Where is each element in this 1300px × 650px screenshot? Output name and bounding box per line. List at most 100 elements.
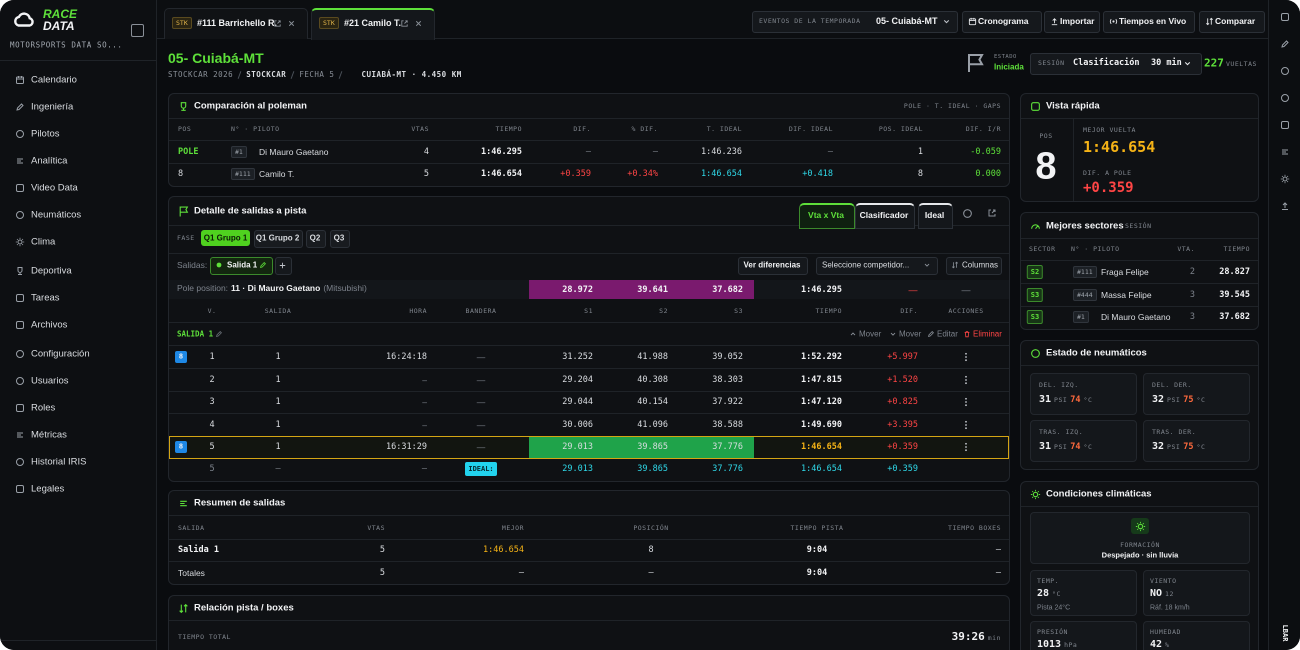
nav-item[interactable]: Historial IRIS bbox=[31, 456, 87, 468]
nav-item[interactable]: Roles bbox=[31, 402, 56, 414]
collapse-button[interactable] bbox=[131, 24, 144, 37]
ideal-cell: — bbox=[275, 464, 281, 474]
tyre-label: TRAS. IZQ. bbox=[1039, 428, 1084, 436]
nav-item[interactable]: Analítica bbox=[31, 155, 68, 167]
nav-item[interactable]: Usuarios bbox=[31, 375, 69, 387]
phase-button[interactable] bbox=[306, 230, 326, 248]
weather-card: VIENTO NO 12 Ráf. 18 km/h bbox=[1143, 570, 1250, 616]
chevron bbox=[1184, 61, 1190, 65]
button-label: Tiempos en Vivo bbox=[1119, 16, 1187, 26]
nav-item[interactable]: Pilotos bbox=[31, 128, 60, 140]
phase-button[interactable] bbox=[201, 230, 250, 246]
column-header: TIEMPO bbox=[815, 307, 842, 315]
expand-icon bbox=[988, 209, 996, 217]
icon-shape bbox=[16, 103, 24, 111]
compare-button[interactable] bbox=[738, 257, 808, 275]
icon-shape bbox=[16, 211, 24, 219]
pole-sector: 37.682 bbox=[712, 285, 743, 295]
nav-item[interactable]: Configuración bbox=[31, 348, 90, 360]
table-cell: 9:04 bbox=[806, 568, 828, 578]
lap-cell: 1:47.815 bbox=[801, 374, 842, 385]
nav-item[interactable]: Calendario bbox=[31, 74, 77, 86]
columns-icon bbox=[951, 261, 959, 269]
view-tab[interactable] bbox=[799, 203, 855, 229]
divider bbox=[1073, 119, 1074, 201]
toolbar-button[interactable] bbox=[1044, 11, 1100, 33]
phase-button[interactable] bbox=[254, 230, 303, 248]
breadcrumb-item: STOCKCAR bbox=[246, 70, 287, 79]
panel-icon bbox=[1030, 101, 1040, 111]
lap-cell: — bbox=[476, 374, 486, 385]
lap-cell: 1:46.654 bbox=[801, 442, 842, 452]
weather-panel: Condiciones climáticas FORMACIÓN Despejado… bbox=[1020, 481, 1259, 650]
button-icon bbox=[1109, 18, 1117, 24]
phase-button[interactable] bbox=[330, 230, 350, 248]
group-action[interactable]: Editar bbox=[937, 329, 958, 339]
group-action[interactable]: Mover bbox=[899, 329, 922, 339]
column-header: BANDERA bbox=[465, 307, 497, 315]
table-cell: — bbox=[585, 147, 591, 157]
season-selector[interactable] bbox=[752, 11, 958, 33]
table-cell: 5 bbox=[423, 169, 429, 179]
weather-value: 28 bbox=[1037, 588, 1050, 599]
nav-icon bbox=[16, 76, 24, 84]
icon-shape bbox=[988, 209, 996, 217]
nav-icon bbox=[17, 158, 23, 164]
nav-item[interactable]: Métricas bbox=[31, 429, 67, 441]
tyre-pressure: 31 bbox=[1039, 394, 1052, 405]
nav-item[interactable]: Archivos bbox=[31, 319, 68, 331]
columns-button[interactable] bbox=[946, 257, 1002, 275]
toolbar-button[interactable] bbox=[1103, 11, 1195, 33]
best-value: 1:46.654 bbox=[1083, 138, 1156, 156]
tyre-values: 32 PSI 75 °C bbox=[1152, 441, 1247, 455]
group-action[interactable]: Eliminar bbox=[973, 329, 1002, 339]
lap-count: 227 bbox=[1204, 56, 1224, 70]
pole-time: 1:46.295 bbox=[801, 285, 842, 295]
phase-label: Q1 Grupo 1 bbox=[203, 233, 248, 243]
nav-icon bbox=[16, 485, 24, 493]
table-cell: – bbox=[995, 545, 1001, 555]
nav-item[interactable]: Video Data bbox=[31, 182, 78, 194]
column-header: VTA. bbox=[1177, 245, 1195, 253]
table-cell: — bbox=[652, 147, 658, 157]
sky-icon bbox=[1135, 521, 1145, 531]
icon-shape bbox=[928, 331, 934, 337]
weather-unit: 12 bbox=[1165, 590, 1174, 598]
icon-shape bbox=[962, 208, 972, 218]
nav-item[interactable]: Ingeniería bbox=[31, 101, 74, 113]
lap-cell: 29.013 bbox=[562, 442, 593, 452]
panel-icon bbox=[179, 206, 188, 216]
icon-shape bbox=[1030, 101, 1040, 111]
weather-value: NO bbox=[1150, 588, 1163, 599]
lap-cell: +0.825 bbox=[887, 397, 918, 407]
lap-cell: 41.096 bbox=[637, 419, 668, 430]
nav-item[interactable]: Clima bbox=[31, 236, 56, 248]
nav-item[interactable]: Tareas bbox=[31, 292, 60, 304]
session-value: Clasificación bbox=[1073, 58, 1140, 68]
nav-item[interactable]: Legales bbox=[31, 483, 65, 495]
view-tab[interactable] bbox=[855, 203, 915, 229]
view-tab[interactable] bbox=[918, 203, 953, 229]
session-selector[interactable] bbox=[1030, 53, 1202, 75]
weather-unit: % bbox=[1165, 641, 1170, 649]
competitor-select[interactable] bbox=[816, 257, 938, 275]
lap-cell: 40.154 bbox=[637, 397, 668, 407]
toolbar-button[interactable] bbox=[962, 11, 1042, 33]
group-action[interactable]: Mover bbox=[859, 329, 882, 339]
panel-header-divider bbox=[1021, 365, 1258, 366]
ideal-value: +0.359 bbox=[887, 464, 918, 474]
nav-item[interactable]: Deportiva bbox=[31, 265, 72, 277]
row-menu bbox=[965, 375, 967, 384]
table-cell: 5 bbox=[379, 545, 385, 555]
outing-pill[interactable] bbox=[210, 257, 273, 275]
pole-sector: 28.972 bbox=[562, 285, 593, 295]
lap-cell: 38.303 bbox=[712, 374, 743, 385]
nav-item[interactable]: Neumáticos bbox=[31, 209, 82, 221]
rail-icon bbox=[1281, 121, 1289, 129]
group-action-icon bbox=[964, 331, 970, 338]
table-cell: #444 bbox=[1073, 288, 1097, 301]
table-cell: 8 bbox=[917, 169, 923, 179]
add-outing[interactable] bbox=[275, 257, 292, 275]
toolbar-button[interactable] bbox=[1199, 11, 1265, 33]
icon-shape bbox=[968, 54, 984, 72]
